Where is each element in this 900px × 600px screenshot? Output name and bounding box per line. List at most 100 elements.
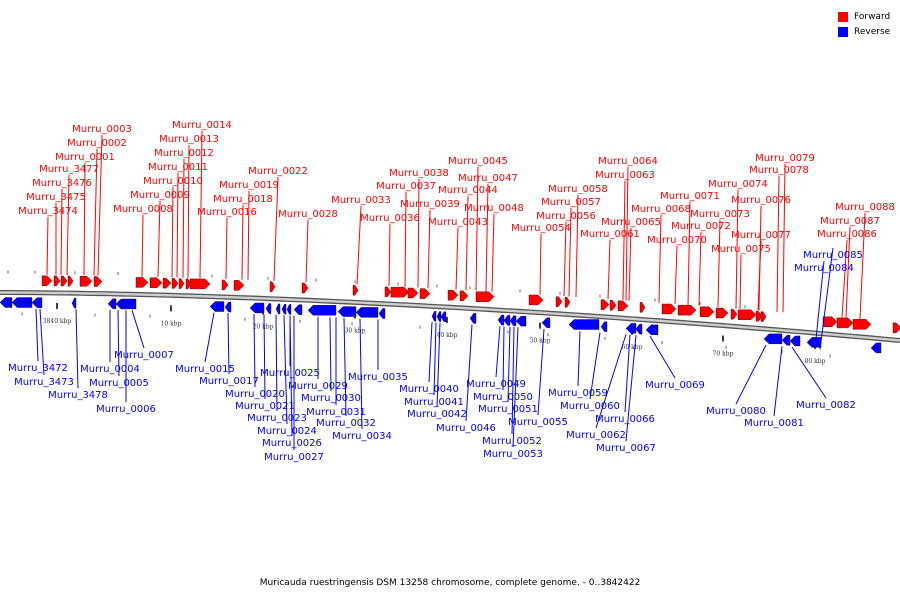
tick-label: 50 kbp — [530, 338, 551, 345]
reverse-gene-label: Murru_0066 — [595, 414, 655, 425]
reverse-gene — [286, 304, 292, 315]
reverse-gene-label: Murru_0031 — [306, 407, 366, 418]
label-leader-line — [814, 260, 825, 350]
label-leader-line — [428, 322, 433, 383]
label-leader-line — [539, 233, 542, 295]
reverse-gene — [497, 314, 505, 326]
forward-gene — [189, 278, 211, 290]
label-leader-line — [141, 214, 144, 277]
label-leader-line — [465, 324, 473, 422]
label-leader-line — [589, 332, 601, 400]
forward-gene-label: Murru_0064 — [598, 156, 658, 167]
tick-label: 60 kbp — [622, 344, 643, 351]
forward-gene — [301, 282, 309, 294]
forward-gene-label: Murru_0076 — [731, 195, 791, 206]
reverse-gene — [337, 306, 357, 317]
reverse-gene — [763, 333, 783, 345]
reverse-gene — [600, 321, 608, 332]
label-leader-line — [343, 317, 347, 417]
reverse-gene — [107, 298, 117, 310]
reverse-gene-label: Murru_0017 — [199, 376, 259, 387]
label-leader-line — [465, 195, 469, 291]
reverse-gene-label: Murru_0050 — [473, 392, 533, 403]
label-leader-line — [717, 219, 721, 308]
reverse-gene-label: Murru_0021 — [235, 401, 295, 412]
label-leader-line — [791, 346, 827, 399]
label-leader-line — [563, 221, 567, 297]
label-leader-line — [625, 335, 637, 442]
reverse-gene — [789, 335, 801, 347]
reverse-gene — [307, 305, 337, 316]
forward-gene — [135, 277, 149, 288]
reverse-gene-label: Murru_0067 — [596, 443, 656, 454]
forward-gene-label: Murru_3476 — [32, 178, 92, 189]
reverse-gene — [469, 313, 477, 324]
reverse-gene — [515, 315, 527, 327]
tick-label: 20 kbp — [253, 323, 274, 330]
forward-gene — [447, 289, 459, 301]
forward-gene — [836, 317, 854, 329]
reverse-gene-label: Murru_0046 — [436, 423, 496, 434]
label-leader-line — [841, 239, 848, 318]
forward-gene — [617, 300, 629, 312]
label-leader-line — [782, 163, 786, 313]
label-leader-line — [273, 176, 279, 281]
forward-gene-label: Murru_0063 — [595, 170, 655, 181]
forward-gene-label: Murru_0079 — [755, 153, 815, 164]
reverse-gene — [293, 304, 303, 315]
reverse-gene — [275, 303, 281, 315]
reverse-gene — [568, 319, 600, 330]
label-leader-line — [66, 174, 70, 276]
forward-gene-label: Murru_0012 — [154, 148, 214, 159]
forward-gene-label: Murru_0014 — [172, 120, 232, 131]
forward-gene — [699, 306, 715, 318]
reverse-gene — [281, 303, 287, 315]
forward-gene-label: Murru_0011 — [148, 162, 208, 173]
forward-gene-label: Murru_0028 — [278, 209, 338, 220]
reverse-gene-label: Murru_0034 — [332, 431, 392, 442]
reverse-gene-label: Murru_0035 — [348, 372, 408, 383]
label-leader-line — [60, 188, 63, 276]
label-leader-line — [75, 309, 79, 389]
forward-gene-label: Murru_0037 — [376, 181, 436, 192]
label-leader-line — [388, 223, 391, 287]
reverse-gene-label: Murru_0080 — [706, 406, 766, 417]
reverse-gene-label: Murru_0029 — [288, 381, 348, 392]
label-leader-line — [176, 172, 179, 278]
forward-gene-label: Murru_0009 — [130, 190, 190, 201]
label-leader-line — [628, 227, 632, 301]
forward-gene — [564, 297, 571, 308]
reverse-gene-label: Murru_0041 — [404, 397, 464, 408]
forward-gene — [390, 286, 410, 298]
label-leader-line — [329, 317, 332, 392]
reverse-gene — [31, 297, 43, 308]
label-leader-line — [131, 310, 145, 349]
forward-gene-label: Murru_0087 — [820, 216, 880, 227]
forward-gene-label: Murru_0086 — [817, 229, 877, 240]
reverse-gene-label: Murru_3472 — [8, 363, 68, 374]
forward-gene-label: Murru_0075 — [711, 244, 771, 255]
label-leader-line — [182, 158, 185, 278]
forward-gene — [475, 291, 495, 302]
tick-label: 70 kbp — [713, 351, 734, 358]
label-leader-line — [204, 312, 215, 363]
reverse-gene — [0, 297, 13, 308]
forward-gene-label: Murru_0048 — [464, 203, 524, 214]
forward-gene-label: Murru_0038 — [389, 168, 449, 179]
forward-gene — [407, 287, 419, 299]
reverse-gene-label: Murru_0082 — [796, 400, 856, 411]
forward-gene-label: Murru_0043 — [428, 217, 488, 228]
label-leader-line — [455, 227, 459, 290]
forward-gene-label: Murru_0065 — [601, 217, 661, 228]
forward-gene-label: Murru_0001 — [55, 152, 115, 163]
label-leader-line — [624, 334, 631, 413]
reverse-gene-label: Murru_0060 — [560, 401, 620, 412]
reverse-gene — [436, 311, 442, 322]
reverse-gene — [378, 308, 386, 319]
reverse-gene-label: Murru_0053 — [483, 449, 543, 460]
forward-gene — [760, 311, 767, 322]
forward-gene-label: Murru_0019 — [219, 180, 279, 191]
forward-gene — [661, 303, 677, 315]
forward-gene-label: Murru_0078 — [749, 165, 809, 176]
